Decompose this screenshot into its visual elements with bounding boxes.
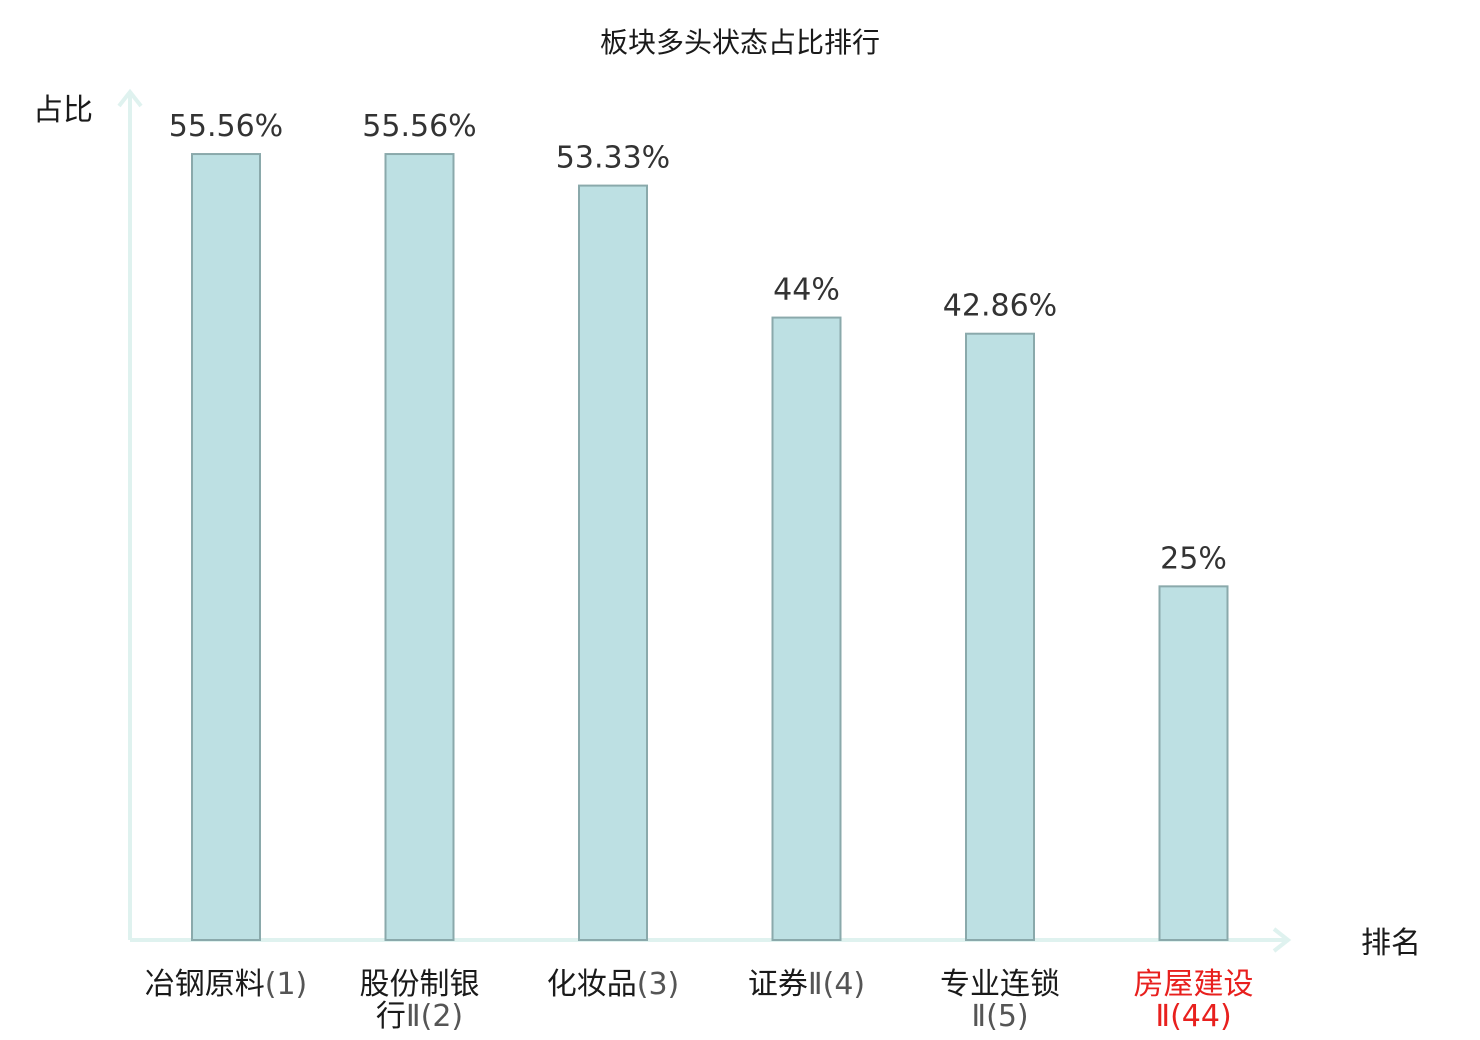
bar xyxy=(578,184,648,942)
bar xyxy=(965,332,1035,941)
category-tick-label: Ⅱ(44) xyxy=(1155,999,1231,1034)
bar xyxy=(771,316,842,941)
y-axis-label: 占比 xyxy=(33,93,93,128)
value-labels-group: 55.56% 55.56% 53.33% 44% 42.86% 25% xyxy=(169,109,1227,576)
category-tick-label: Ⅱ(5) xyxy=(971,999,1028,1034)
bar-value-label: 55.56% xyxy=(169,109,283,144)
axes xyxy=(117,88,1292,953)
x-axis-label: 排名 xyxy=(1361,926,1421,961)
category-tick-label: 专业连锁 xyxy=(940,967,1060,1002)
y-axis-arrow xyxy=(117,88,143,108)
category-tick-label: 证券Ⅱ(4) xyxy=(748,967,865,1002)
category-tick-label: 冶钢原料(1) xyxy=(145,967,308,1002)
bar-value-label: 42.86% xyxy=(943,289,1057,324)
bar-value-label: 44% xyxy=(773,273,840,308)
bars-group xyxy=(191,153,1229,942)
category-tick-label: 股份制银 xyxy=(360,967,480,1002)
bar-value-label: 25% xyxy=(1160,541,1227,576)
bar xyxy=(1158,585,1229,941)
category-tick-label: 行Ⅱ(2) xyxy=(376,999,463,1034)
x-axis-arrow xyxy=(1272,927,1292,953)
category-tick-label: 房屋建设 xyxy=(1134,967,1254,1002)
bar xyxy=(191,153,261,942)
bar xyxy=(384,153,455,942)
bar-value-label: 53.33% xyxy=(556,141,670,176)
category-tick-label: 化妆品(3) xyxy=(547,967,680,1002)
bar-value-label: 55.56% xyxy=(362,109,476,144)
chart-title: 板块多头状态占比排行 xyxy=(600,26,880,59)
